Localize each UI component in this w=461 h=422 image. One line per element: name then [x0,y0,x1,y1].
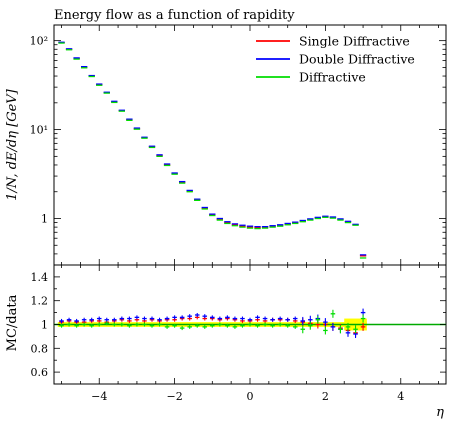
ratio-series-marks [59,308,366,339]
main-series-marks [58,41,367,259]
y-tick-label-main: 10¹ [30,124,48,137]
ratio-series-diffractive [59,309,366,335]
x-tick-label: −4 [91,390,107,403]
ratio-axis-ticks: −4 −2 0 2 4 0.6 0.8 1 1.2 1.4 [31,264,446,403]
legend-label: Double Diffractive [299,52,415,67]
x-tick-label: −2 [167,390,183,403]
main-axis-ticks: 1 10¹ 10² [30,25,446,266]
legend-label: Single Diffractive [299,34,410,49]
y-tick-label-main: 10² [30,35,48,48]
y-tick-label-ratio: 1.2 [31,295,49,308]
legend: Single Diffractive Double Diffractive Diff… [256,34,415,85]
y-tick-label-ratio: 1 [41,319,48,332]
y-tick-label-ratio: 0.6 [31,366,49,379]
x-tick-label: 0 [247,390,254,403]
y-tick-label-ratio: 0.8 [31,342,49,355]
series-double-diffractive [58,41,367,256]
x-tick-label: 4 [397,390,404,403]
y-tick-label-ratio: 1.4 [31,271,49,284]
ratio-series-double-diffractive [59,308,366,339]
chart-title: Energy flow as a function of rapidity [54,8,295,23]
x-tick-label: 2 [322,390,329,403]
y-axis-label-main: 1/N, dE/dη [GeV] [5,88,20,200]
y-axis-label-ratio: MC/data [5,294,20,351]
legend-label: Diffractive [299,70,366,85]
y-tick-label-main: 1 [41,213,48,226]
x-axis-label: η [436,405,444,420]
series-diffractive [58,42,367,259]
